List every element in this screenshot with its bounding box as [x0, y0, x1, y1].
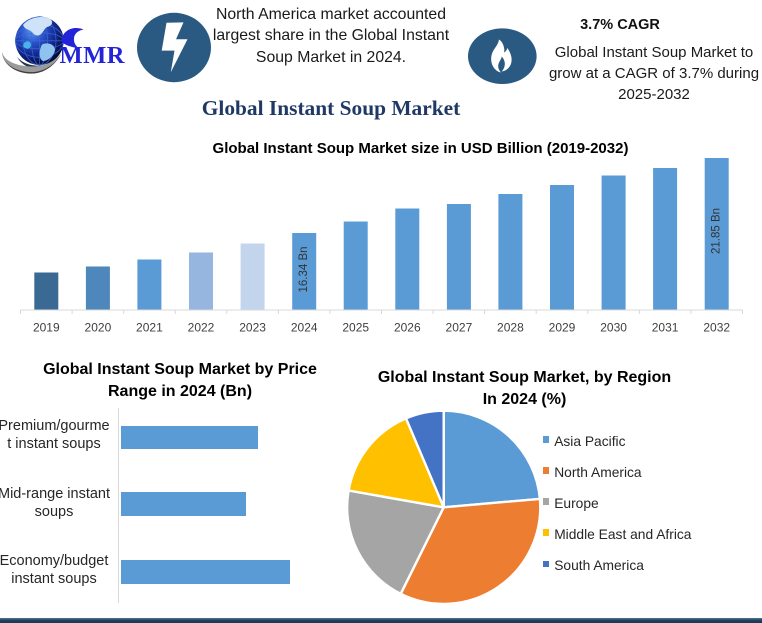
svg-text:2027: 2027: [446, 321, 473, 335]
svg-text:2024: 2024: [291, 321, 318, 335]
svg-text:2029: 2029: [549, 321, 576, 335]
svg-text:2022: 2022: [188, 321, 215, 335]
svg-text:2026: 2026: [394, 321, 421, 335]
svg-text:2032: 2032: [703, 321, 730, 335]
svg-text:2019: 2019: [33, 321, 60, 335]
svg-text:21.85 Bn: 21.85 Bn: [711, 208, 723, 254]
svg-text:2021: 2021: [136, 321, 163, 335]
svg-text:2023: 2023: [239, 321, 266, 335]
svg-text:2028: 2028: [497, 321, 524, 335]
svg-text:MMR: MMR: [60, 42, 125, 69]
svg-text:2031: 2031: [652, 321, 679, 335]
svg-text:2020: 2020: [85, 321, 112, 335]
svg-text:16.34 Bn: 16.34 Bn: [298, 246, 310, 292]
svg-text:2030: 2030: [600, 321, 627, 335]
svg-text:2025: 2025: [342, 321, 369, 335]
